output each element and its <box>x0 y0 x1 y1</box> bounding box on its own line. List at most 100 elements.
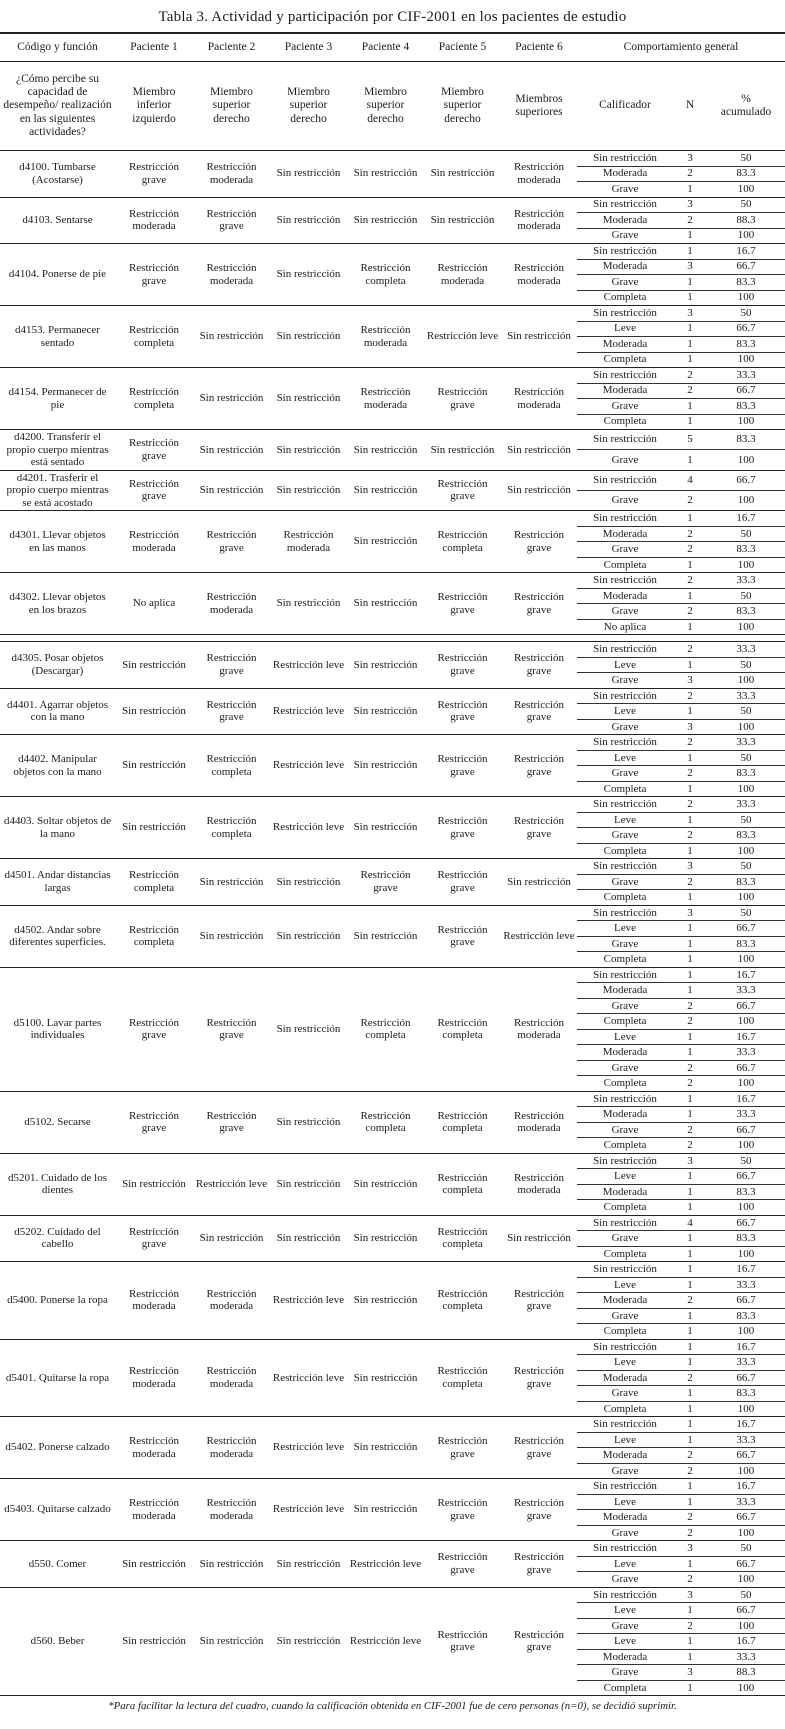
qualifier-label: Sin restricción <box>577 1338 673 1356</box>
qualifier-count: 2 <box>673 1292 707 1309</box>
qualifier-cumulative-pct: 100 <box>707 1401 785 1417</box>
qualifier-subrow: Moderada 2 66.7 <box>0 1447 785 1464</box>
qualifier-label: Sin restricción <box>577 734 673 751</box>
qualifier-subrow: Grave 1 83.3 <box>0 1308 785 1325</box>
qualifier-label: Grave <box>577 541 673 558</box>
patient-4-rating: Sin restricción <box>347 641 424 689</box>
patient-1-rating: Sin restricción <box>115 1586 193 1696</box>
patient-4-rating: Sin restricción <box>347 510 424 573</box>
patient-2-rating: Sin restricción <box>193 858 270 906</box>
qualifier-label: Grave <box>611 1464 639 1477</box>
header-patient-6: Paciente 6 <box>501 32 577 62</box>
qualifier-count: 3 <box>673 196 707 213</box>
qualifier-cumulative-pct: 50 <box>707 1152 785 1170</box>
qualifier-label: Completa <box>603 782 647 795</box>
qualifier-count: 1 <box>673 1432 707 1449</box>
patient-6-rating: Restricción grave <box>501 1338 577 1417</box>
qualifier-count: 3 <box>673 858 707 875</box>
qualifier-subrow: Grave 1 100 <box>0 450 785 470</box>
qualifier-cumulative-pct: 66.7 <box>707 259 785 275</box>
header-member-1: Miembro inferior izquierdo <box>115 61 193 151</box>
patient-4-rating: Restricción completa <box>347 243 424 306</box>
qualifier-cumulative-pct: 100 <box>707 1463 785 1479</box>
qualifier-cumulative-pct: 50 <box>707 858 785 875</box>
activity-code: d4104. Ponerse de pie <box>0 243 115 306</box>
qualifier-count: 1 <box>673 952 707 968</box>
qualifier-cumulative-pct: 33.3 <box>707 1432 785 1449</box>
qualifier-subrow: Completa 2 100 <box>0 1013 785 1030</box>
activity-row: d5102. Secarse Restricción grave Restricci… <box>0 1090 785 1154</box>
patient-4-rating: Sin restricción <box>347 469 424 511</box>
qualifier-cumulative-pct: 100 <box>707 843 785 859</box>
qualifier-cumulative-pct: 66.7 <box>707 1122 785 1139</box>
header-member-6: Miembros superiores <box>501 61 577 151</box>
qualifier-label: Leve <box>577 1354 673 1371</box>
qualifier-subrow: Grave 2 66.7 <box>0 1060 785 1077</box>
qualifier-label: Completa <box>603 1402 647 1415</box>
section-divider <box>0 634 785 642</box>
patient-6-rating: Restricción grave <box>501 1478 577 1541</box>
qualifier-count: 1 <box>673 1478 707 1495</box>
qualifier-cumulative-pct: 100 <box>707 1680 785 1696</box>
qualifier-subrow: Leve 1 66.7 <box>0 1168 785 1185</box>
qualifier-label: Completa <box>603 1325 647 1338</box>
header-patient-5: Paciente 5 <box>424 32 501 62</box>
patient-5-rating: Restricción leve <box>424 305 501 368</box>
qualifier-count: 2 <box>673 1370 707 1387</box>
qualifier-subrow: Completa 1 100 <box>0 952 785 968</box>
qualifier-count: 2 <box>673 541 707 558</box>
activity-row: d4104. Ponerse de pie Restricción grave Re… <box>0 243 785 306</box>
qualifier-subrow: Completa 1 100 <box>0 1200 785 1216</box>
qualifier-count: 2 <box>673 383 707 399</box>
qualifier-subrow: Leve 1 16.7 <box>0 1029 785 1046</box>
patient-6-rating: Restricción leve <box>501 904 577 968</box>
qualifier-cumulative-pct: 83.3 <box>707 1230 785 1247</box>
qualifier-cumulative-pct: 83.3 <box>707 603 785 620</box>
qualifier-count: 2 <box>673 1138 707 1154</box>
qualifier-count: 1 <box>673 920 707 937</box>
qualifier-label: Moderada <box>577 526 673 543</box>
qualifier-subrow: Moderada 2 50 <box>0 526 785 543</box>
qualifier-cumulative-pct: 88.3 <box>707 1664 785 1681</box>
qualifier-subrow: Grave 2 83.3 <box>0 541 785 558</box>
qualifier-label: Moderada <box>577 1447 673 1464</box>
qualifier-label: Grave <box>577 827 673 844</box>
qualifier-label: Leve <box>577 1602 673 1619</box>
qualifier-label: Moderada <box>577 982 673 999</box>
patient-4-rating: Restricción moderada <box>347 305 424 368</box>
patient-6-rating: Restricción grave <box>501 1416 577 1479</box>
patient-4-rating: Restricción completa <box>347 966 424 1092</box>
patient-3-rating: Restricción leve <box>270 687 347 735</box>
qualifier-label: Leve <box>577 657 673 674</box>
qualifier-label: Grave <box>577 998 673 1015</box>
qualifier-subrow: Grave 1 83.3 <box>0 1385 785 1402</box>
activity-row: d4501. Andar distancias largas Restricció… <box>0 858 785 906</box>
qualifier-label: Grave <box>611 720 639 733</box>
activity-code: d4154. Permanecer de pie <box>0 367 115 430</box>
qualifier-count: 1 <box>673 182 707 198</box>
qualifier-label: Moderada <box>577 1509 673 1526</box>
qualifier-label: Moderada <box>577 1370 673 1387</box>
qualifier-label: Grave <box>577 1385 673 1402</box>
qualifier-label: Sin restricción <box>577 641 673 658</box>
qualifier-count: 2 <box>673 1618 707 1635</box>
qualifier-label: Leve <box>577 920 673 937</box>
patient-4-rating: Sin restricción <box>347 150 424 197</box>
patient-5-rating: Restricción grave <box>424 904 501 968</box>
qualifier-count: 1 <box>673 966 707 984</box>
qualifier-label: Grave <box>577 765 673 782</box>
patient-5-rating: Restricción completa <box>424 510 501 573</box>
patient-3-rating: Sin restricción <box>270 1090 347 1154</box>
patient-5-rating: Restricción completa <box>424 1152 501 1216</box>
qualifier-cumulative-pct: 33.3 <box>707 796 785 813</box>
qualifier-cumulative-pct: 16.7 <box>707 510 785 527</box>
patient-3-rating: Restricción leve <box>270 734 347 797</box>
qualifier-cumulative-pct: 16.7 <box>707 1029 785 1046</box>
qualifier-cumulative-pct: 100 <box>707 557 785 573</box>
patient-1-rating: Restricción grave <box>115 243 193 306</box>
patient-3-rating: Sin restricción <box>270 243 347 306</box>
qualifier-count: 1 <box>673 750 707 767</box>
qualifier-cumulative-pct: 66.7 <box>707 920 785 937</box>
qualifier-subrow: Completa 1 100 <box>0 414 785 430</box>
qualifier-count: 1 <box>673 936 707 953</box>
